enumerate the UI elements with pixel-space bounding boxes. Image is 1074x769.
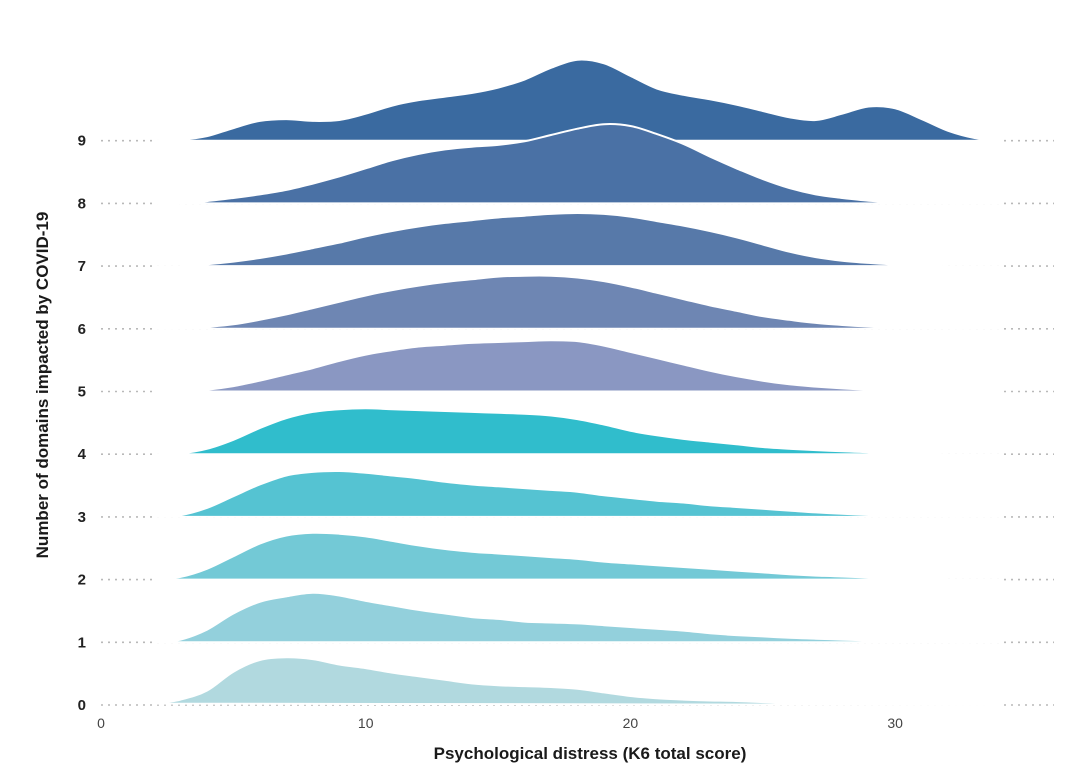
ridge-1 <box>152 591 1003 644</box>
ridge-7 <box>152 212 1003 268</box>
y-tick-label-9: 9 <box>78 133 86 150</box>
y-tick-label-5: 5 <box>78 384 86 401</box>
y-tick-label-3: 3 <box>78 509 86 526</box>
x-tick-label-10: 10 <box>358 715 374 731</box>
y-tick-label-2: 2 <box>78 572 86 589</box>
ridge-0 <box>152 656 1003 706</box>
ridge-9 <box>152 58 1003 142</box>
y-tick-labels: 0 1 2 3 4 5 6 7 8 9 <box>78 133 87 714</box>
y-tick-label-4: 4 <box>78 446 87 463</box>
ridges <box>152 58 1003 706</box>
ridge-8 <box>152 123 1003 205</box>
x-tick-label-0: 0 <box>97 715 105 731</box>
ridge-4 <box>152 407 1003 456</box>
ridge-5 <box>152 339 1003 393</box>
y-tick-label-7: 7 <box>78 258 86 275</box>
x-tick-labels: 0 10 20 30 <box>97 715 903 731</box>
x-tick-label-30: 30 <box>887 715 903 731</box>
y-axis-title: Number of domains impacted by COVID-19 <box>33 212 52 559</box>
ridge-6 <box>152 274 1003 330</box>
y-tick-label-6: 6 <box>78 321 86 338</box>
x-tick-label-20: 20 <box>623 715 639 731</box>
ridge-2 <box>152 531 1003 581</box>
y-tick-label-8: 8 <box>78 195 86 212</box>
ridge-3 <box>152 469 1003 518</box>
y-tick-label-1: 1 <box>78 634 86 651</box>
x-axis-title: Psychological distress (K6 total score) <box>434 744 747 763</box>
y-tick-label-0: 0 <box>78 697 86 714</box>
